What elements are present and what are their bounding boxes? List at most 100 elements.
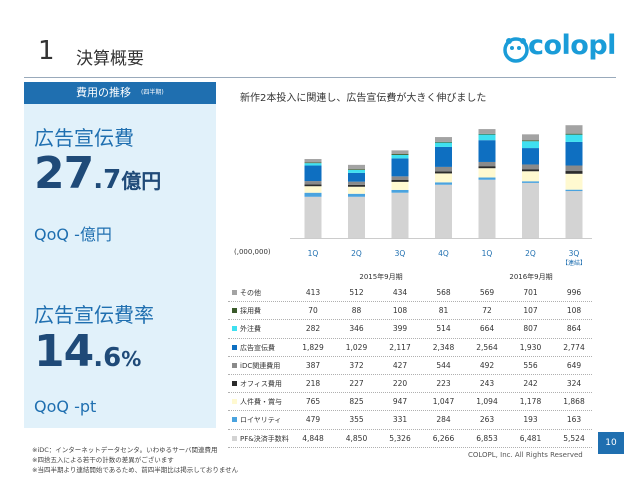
- table-cell: 701: [523, 288, 538, 297]
- table-cell: 4,848: [302, 433, 324, 443]
- bar-segment-7-8: [565, 133, 583, 135]
- bar-segment-2-5: [348, 181, 365, 185]
- table-cell: 399: [392, 324, 408, 334]
- table-cell: 2,774: [563, 342, 585, 352]
- colopl-logo-icon: [503, 37, 529, 63]
- bar-segment-1-3: [304, 186, 322, 193]
- table-cell: 6,853: [476, 433, 498, 443]
- bar-segment-6-9: [522, 134, 539, 141]
- bar-segment-5-6: [478, 140, 496, 162]
- bar-segment-6-1: [522, 182, 539, 238]
- bar-segment-7-4: [565, 171, 583, 174]
- table-row: その他 413 512 434 568 569 701 996: [228, 284, 592, 303]
- bar-segment-3-8: [391, 154, 409, 155]
- table-cell: 227: [349, 378, 364, 388]
- table-cell: 765: [305, 397, 321, 407]
- bar-segment-4-7: [435, 142, 452, 147]
- table-cell: 107: [523, 306, 538, 316]
- table-cell: 108: [392, 306, 408, 316]
- bar-segment-5-8: [478, 133, 496, 135]
- table-row: iDC関連費用 387 372 427 544 492 556 649: [228, 357, 592, 375]
- bar-segment-2-4: [348, 184, 365, 187]
- ad-cost-unit: 億円: [121, 169, 162, 193]
- table-cell: 324: [566, 378, 582, 388]
- bar-segment-7-3: [565, 173, 583, 190]
- bar-segment-2-2: [348, 193, 365, 197]
- bar-segment-7-5: [565, 165, 583, 172]
- ad-cost-qoq: QoQ -億円: [34, 225, 112, 244]
- bar-segment-5-5: [478, 161, 496, 167]
- table-cell: 807: [523, 324, 538, 334]
- row-label: 人件費・賞与: [240, 398, 282, 407]
- section-number: 1: [38, 36, 55, 66]
- table-cell: 355: [349, 415, 364, 425]
- bar-segment-1-8: [304, 162, 322, 164]
- bar-segment-6-7: [522, 141, 539, 149]
- bar-segment-2-9: [348, 164, 365, 170]
- table-cell: 70: [308, 306, 318, 316]
- bar-segment-6-2: [522, 181, 539, 183]
- row-label: 外注費: [240, 325, 261, 334]
- bar-segment-3-2: [391, 189, 409, 193]
- ad-ratio-decimal: .6: [93, 343, 122, 373]
- bar-segment-2-6: [348, 172, 365, 182]
- bar-segment-5-4: [478, 166, 496, 169]
- row-label: ロイヤリティ: [240, 416, 282, 425]
- bar-segment-7-7: [565, 134, 583, 142]
- table-cell: 825: [349, 397, 364, 407]
- table-cell: 1,829: [302, 342, 324, 352]
- bar-segment-3-1: [391, 192, 409, 238]
- table-cell: 427: [392, 360, 408, 370]
- bar-segment-1-1: [304, 196, 322, 238]
- table-cell: 2,117: [389, 342, 411, 352]
- table-cell: 664: [479, 324, 495, 334]
- bar-segment-5-2: [478, 177, 496, 180]
- table-cell: 4,850: [345, 433, 368, 443]
- chart-headline: 新作2本投入に関連し、広告宣伝費が大きく伸びました: [240, 93, 487, 104]
- ad-cost-label: 広告宣伝費: [34, 126, 134, 150]
- table-cell: 108: [566, 306, 582, 316]
- table-cell: 413: [305, 288, 321, 297]
- table-cell: 5,326: [389, 433, 411, 443]
- table-cell: 193: [523, 415, 538, 425]
- bar-segment-3-5: [391, 176, 409, 180]
- period-label-2016: 2016年9月期: [509, 273, 553, 281]
- table-cell: 6,481: [519, 433, 542, 443]
- table-cell: 263: [479, 415, 495, 425]
- left-panel: [24, 82, 216, 428]
- section-subtitle: (四半期): [141, 89, 164, 96]
- table-cell: 544: [436, 360, 451, 370]
- legend-swatch: [232, 435, 237, 441]
- bar-segment-6-5: [522, 164, 539, 170]
- bar-segment-4-9: [435, 137, 452, 142]
- table-cell: 220: [392, 378, 408, 388]
- bar-segment-4-2: [435, 182, 452, 185]
- table-cell: 996: [566, 288, 582, 297]
- bar-segment-1-4: [304, 184, 322, 187]
- copyright: COLOPL, Inc. All Rights Reserved: [468, 451, 583, 459]
- table-cell: 1,094: [476, 397, 498, 407]
- table-cell: 2,348: [432, 342, 455, 352]
- table-cell: 512: [349, 288, 364, 297]
- table-row: 外注費 282 346 399 514 664 807 864: [228, 320, 592, 339]
- bar-segment-6-8: [522, 140, 539, 142]
- table-cell: 163: [566, 415, 582, 425]
- bar-segment-6-4: [522, 169, 539, 172]
- row-label: iDC関連費用: [240, 361, 281, 370]
- table-cell: 1,178: [519, 397, 542, 407]
- x-tick-label-3: 3Q: [395, 249, 406, 258]
- table-cell: 568: [436, 288, 451, 297]
- legend-swatch: [232, 308, 237, 314]
- bar-segment-4-3: [435, 173, 452, 183]
- bar-segment-1-9: [304, 159, 322, 163]
- section-title: 費用の推移: [76, 86, 131, 99]
- ad-ratio-label: 広告宣伝費率: [34, 303, 154, 327]
- bar-segment-5-1: [478, 179, 496, 238]
- units-label: (,000,000): [234, 248, 271, 256]
- table-cell: 387: [305, 360, 321, 370]
- bar-segment-1-6: [304, 165, 322, 182]
- legend-swatch: [232, 326, 237, 332]
- bar-segment-2-1: [348, 196, 365, 238]
- row-label: PF&決済手数料: [240, 434, 289, 443]
- ad-ratio-integer: 14: [34, 326, 94, 377]
